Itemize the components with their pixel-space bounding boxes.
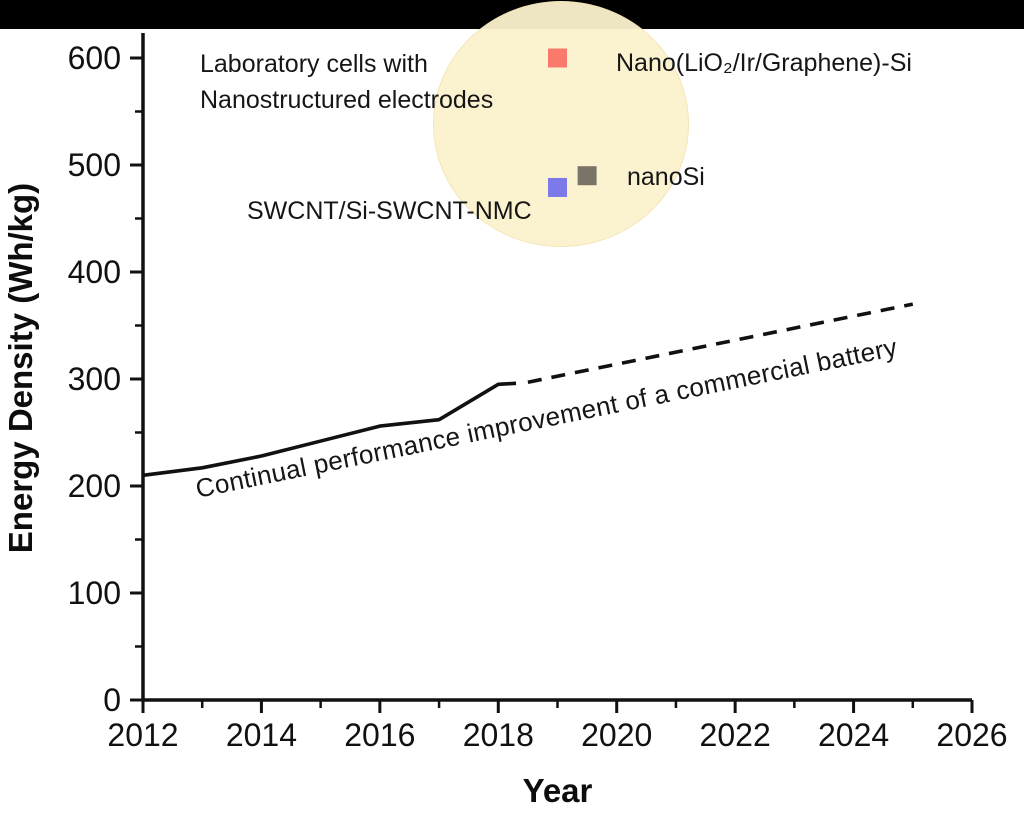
y-tick-label: 200 — [68, 468, 121, 504]
y-tick-label: 400 — [68, 254, 121, 290]
scatter-marker-swcnt-si-swcnt-nmc — [548, 177, 567, 197]
highlight-circle — [433, 1, 689, 247]
x-axis-title: Year — [522, 772, 593, 809]
x-tick-label: 2012 — [107, 717, 178, 753]
x-tick-label: 2014 — [226, 717, 297, 753]
x-tick-label: 2020 — [581, 717, 652, 753]
y-tick-label: 100 — [68, 575, 121, 611]
y-tick-label: 300 — [68, 361, 121, 397]
x-tick-label: 2022 — [700, 717, 771, 753]
y-tick-label: 0 — [103, 682, 121, 718]
y-tick-label: 500 — [68, 147, 121, 183]
marker-label-nano-lio2-ir-graphene-si: Nano(LiO₂/Ir/Graphene)-Si — [616, 49, 912, 77]
x-tick-label: 2024 — [818, 717, 889, 753]
marker-label-nanosi: nanoSi — [627, 163, 705, 191]
trend-line-projected — [527, 302, 914, 384]
marker-label-swcnt-si-swcnt-nmc: SWCNT/Si-SWCNT-NMC — [247, 197, 532, 225]
y-axis-title: Energy Density (Wh/kg) — [2, 182, 39, 554]
x-tick-label: 2016 — [344, 717, 415, 753]
y-tick-label: 600 — [68, 40, 121, 76]
x-tick-label: 2026 — [936, 717, 1007, 753]
scatter-marker-nanosi — [577, 166, 597, 186]
x-tick-label: 2018 — [463, 717, 534, 753]
scatter-marker-nano-lio-ir-graphene-si — [548, 48, 567, 68]
trend-line-historical — [142, 381, 517, 478]
lab-cells-note: Laboratory cells with Nanostructured ele… — [200, 50, 494, 114]
